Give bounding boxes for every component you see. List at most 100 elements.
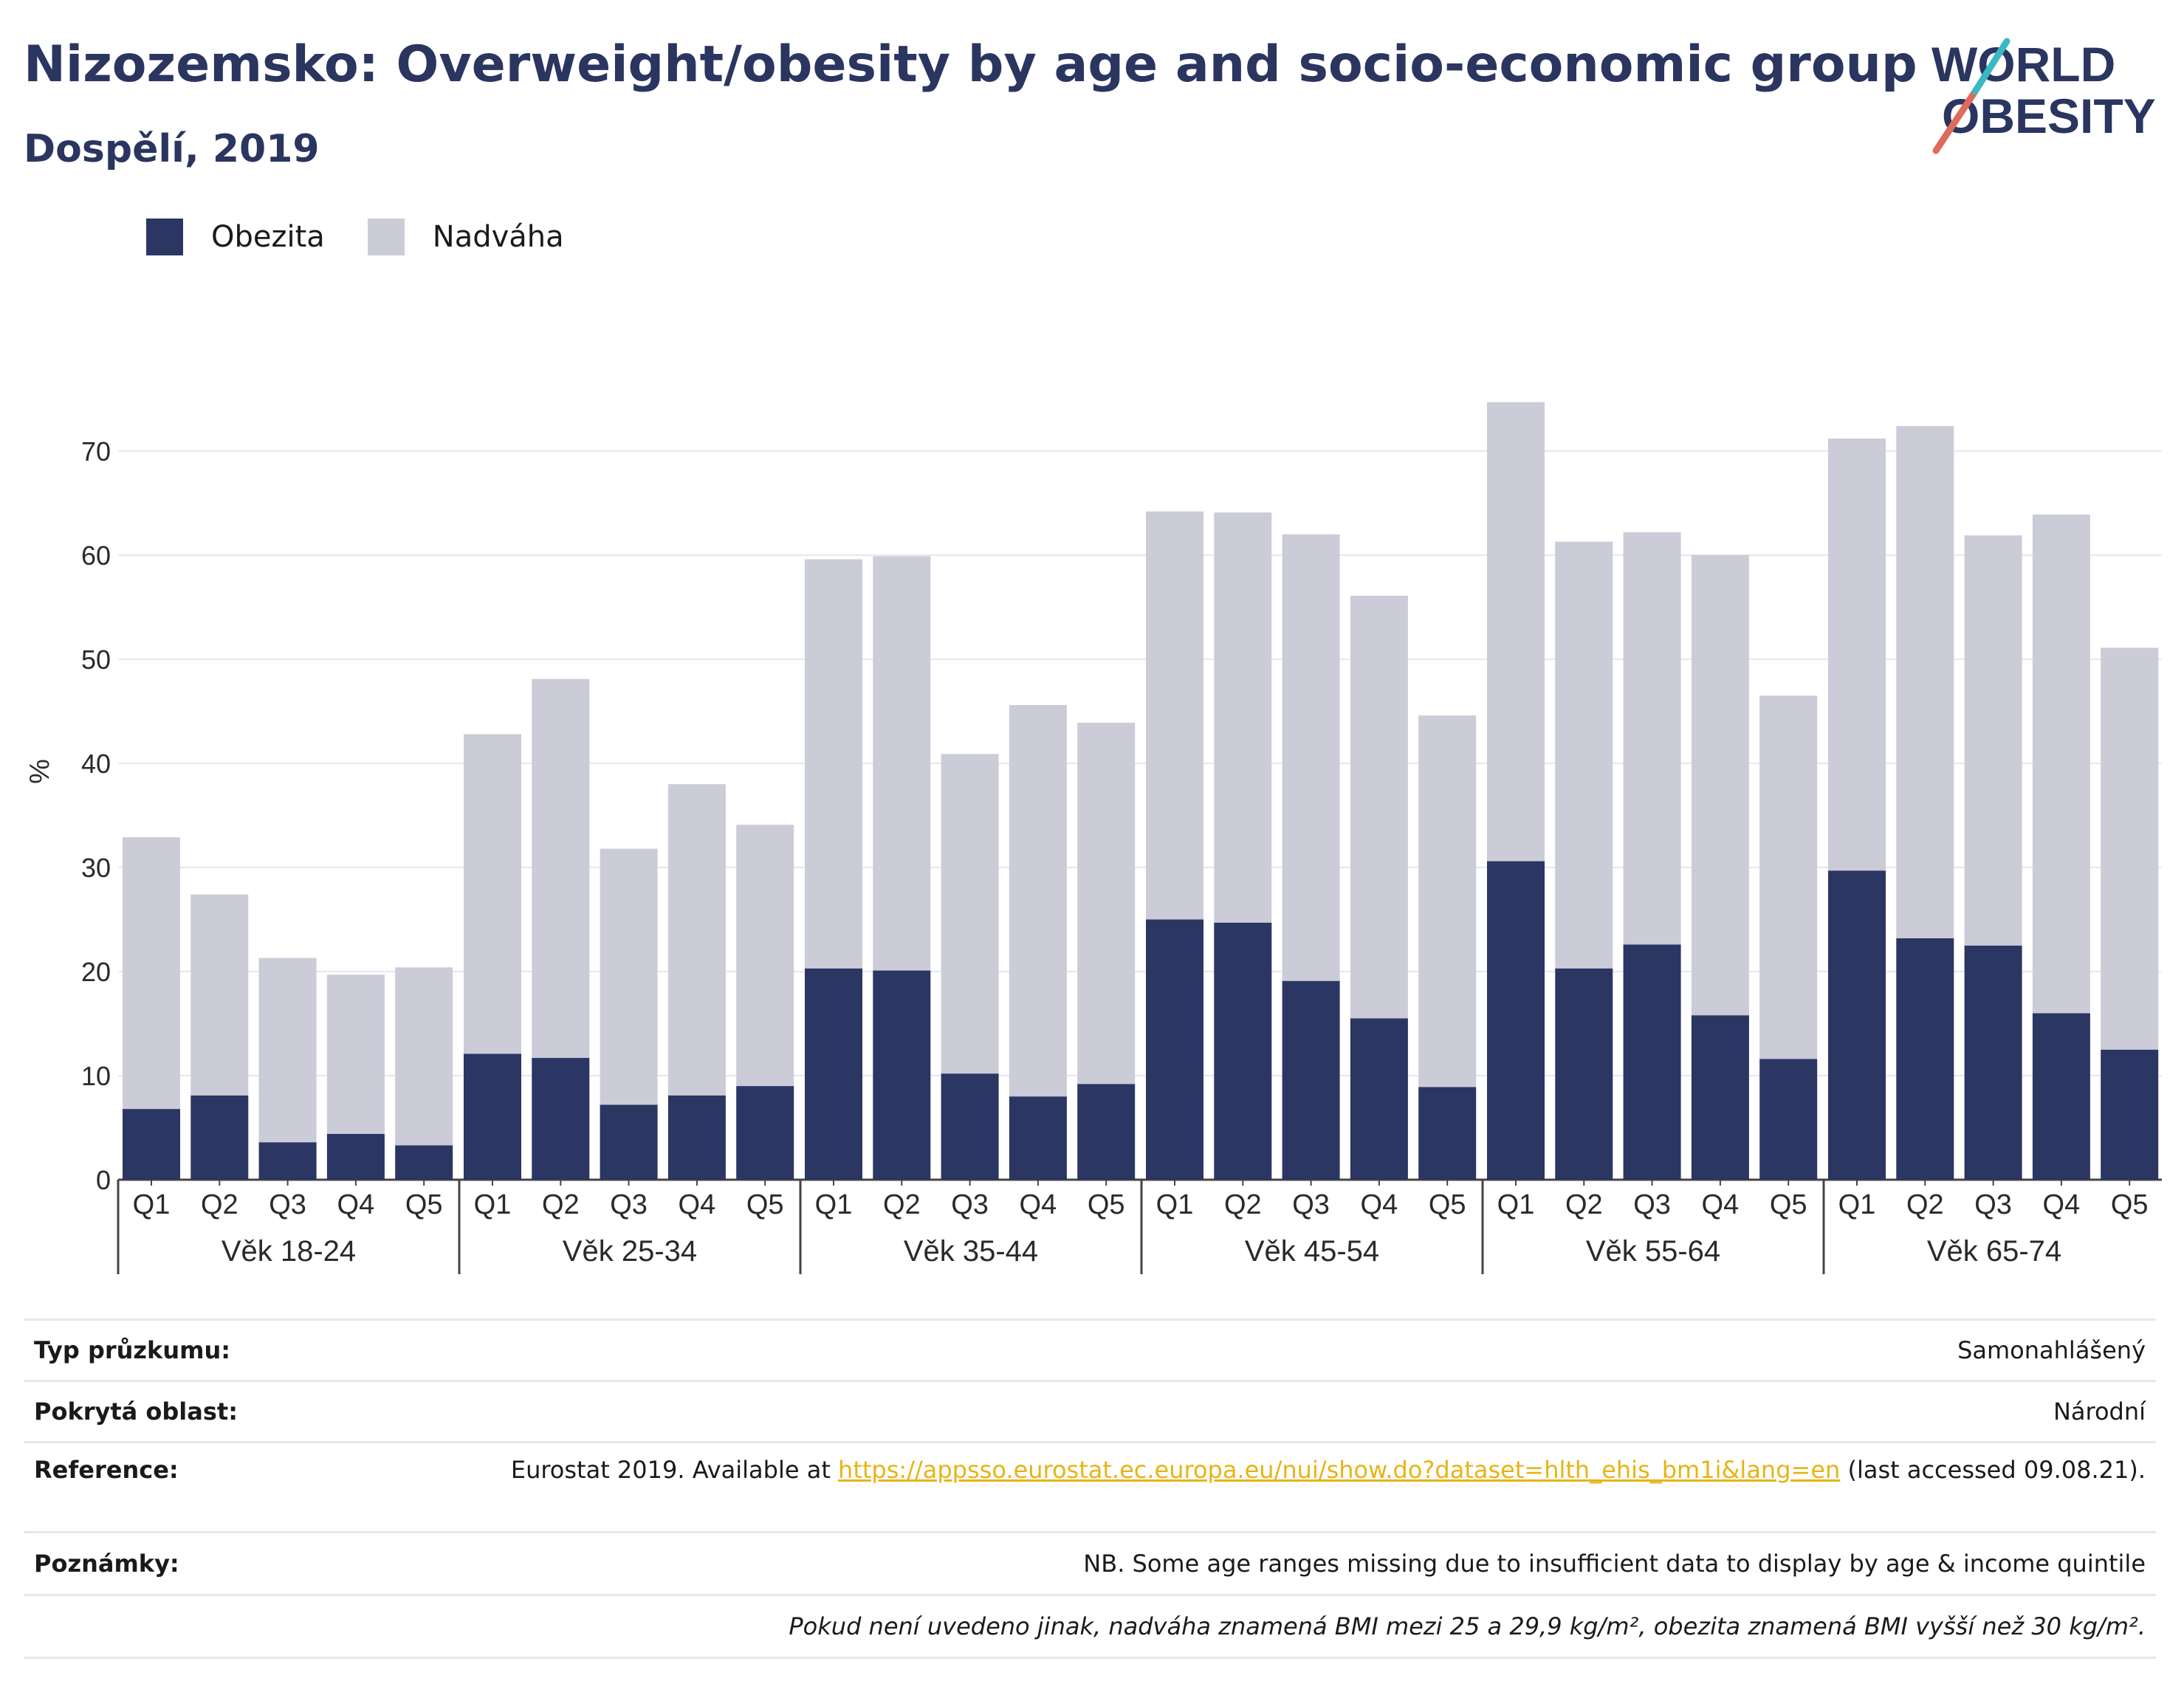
bar-obesity [258, 1142, 317, 1180]
notes-label: Poznámky: [34, 1550, 179, 1578]
x-tick-label: Q1 [1838, 1189, 1876, 1220]
group-label: Věk 65-74 [1927, 1235, 2061, 1268]
reference-link[interactable]: https://appsso.eurostat.ec.europa.eu/nui… [838, 1456, 1841, 1484]
bar-obesity [736, 1086, 794, 1180]
bar-overweight [805, 559, 862, 969]
y-tick-label: 60 [81, 540, 111, 571]
x-tick-label: Q1 [1156, 1189, 1194, 1220]
bar-overweight [190, 894, 249, 1096]
bar-overweight [1077, 723, 1136, 1084]
chart-legend: Obezita Nadváha [146, 219, 607, 255]
bar-obesity [1964, 945, 2022, 1180]
bar-overweight [1828, 439, 1886, 871]
x-tick-label: Q2 [1565, 1189, 1603, 1220]
reference-label: Reference: [34, 1456, 179, 1484]
bar-obesity [600, 1104, 658, 1180]
x-tick-label: Q4 [2043, 1189, 2081, 1220]
bar-overweight [1214, 512, 1272, 923]
x-tick-label: Q2 [1224, 1189, 1262, 1220]
bar-overweight [736, 825, 794, 1087]
stacked-bar-chart: 0 10 20 30 40 50 60 70% Q1 Q2 Q3 Q4 Q5 Věk 18-24 Q1 Q2 Q… [24, 402, 2162, 1274]
logo-line1: WORLD [1931, 37, 2115, 92]
bar-obesity [667, 1095, 726, 1180]
notes-value: NB. Some age ranges missing due to insuf… [1083, 1550, 2146, 1578]
bar-overweight [600, 848, 658, 1105]
survey-type-value: Samonahlášený [1957, 1336, 2146, 1364]
x-tick-label: Q5 [1088, 1189, 1125, 1220]
area-value: Národní [2053, 1397, 2146, 1426]
bar-obesity [1009, 1096, 1067, 1180]
bar-overweight [1759, 695, 1818, 1059]
bar-obesity [190, 1095, 249, 1180]
x-tick-label: Q1 [815, 1189, 853, 1220]
bar-obesity [326, 1133, 385, 1180]
bmi-definition-note: Pokud není uvedeno jinak, nadváha znamen… [789, 1612, 2146, 1640]
y-axis-label: % [24, 759, 55, 784]
bar-overweight [1418, 715, 1477, 1087]
y-tick-label: 70 [81, 436, 111, 467]
y-tick-label: 40 [81, 749, 111, 779]
info-table: Typ průzkumu: Samonahlášený Pokrytá obla… [24, 1318, 2156, 1659]
legend-swatch-obesity [146, 219, 183, 255]
y-tick-label: 50 [81, 644, 111, 675]
x-tick-label: Q3 [610, 1189, 648, 1220]
logo-line2: OBESITY [1942, 89, 2156, 143]
reference-value: Eurostat 2019. Available at https://apps… [511, 1454, 2156, 1486]
x-tick-label: Q5 [1770, 1189, 1807, 1220]
x-tick-label: Q4 [1702, 1189, 1740, 1220]
x-tick-label: Q3 [1974, 1189, 2012, 1220]
x-tick-label: Q1 [1497, 1189, 1535, 1220]
bar-overweight [873, 556, 931, 971]
bar-obesity [1350, 1018, 1408, 1180]
bar-obesity [941, 1073, 999, 1180]
bar-overweight [1555, 541, 1613, 969]
x-tick-label: Q5 [746, 1189, 784, 1220]
bar-overweight [1691, 555, 1749, 1016]
info-row-reference: Reference: Eurostat 2019. Available at h… [24, 1441, 2156, 1531]
bar-obesity [1896, 938, 1954, 1180]
bar-obesity [1282, 980, 1340, 1180]
bar-overweight [1282, 534, 1340, 981]
x-tick-label: Q5 [2111, 1189, 2149, 1220]
legend-label-obesity: Obezita [211, 220, 325, 254]
bar-obesity [532, 1058, 590, 1180]
chart-subtitle: Dospělí, 2019 [24, 127, 320, 171]
info-row-survey: Typ průzkumu: Samonahlášený [24, 1318, 2156, 1380]
bar-obesity [1487, 861, 1545, 1180]
x-tick-label: Q3 [1292, 1189, 1330, 1220]
bar-overweight [123, 837, 180, 1110]
bar-obesity [1077, 1084, 1136, 1180]
x-tick-label: Q2 [1906, 1189, 1944, 1220]
bar-obesity [123, 1109, 180, 1180]
x-tick-label: Q5 [1429, 1189, 1466, 1220]
bar-overweight [464, 734, 521, 1054]
bar-overweight [667, 784, 726, 1096]
bar-obesity [1623, 944, 1681, 1180]
reference-suffix: (last accessed 09.08.21). [1840, 1456, 2146, 1484]
world-obesity-logo: WORLD OBESITY [1931, 37, 2156, 154]
bar-obesity [1759, 1059, 1818, 1180]
bar-overweight [1009, 705, 1067, 1097]
legend-item-overweight: Nadváha [367, 219, 564, 255]
x-tick-label: Q2 [883, 1189, 921, 1220]
bar-obesity [1418, 1087, 1477, 1180]
x-tick-label: Q4 [337, 1189, 375, 1220]
bar-obesity [873, 970, 931, 1180]
group-label: Věk 18-24 [222, 1235, 356, 1268]
x-tick-label: Q3 [1633, 1189, 1671, 1220]
bar-obesity [2101, 1049, 2159, 1180]
bar-obesity [1828, 870, 1886, 1180]
bar-overweight [1350, 595, 1408, 1019]
bar-obesity [2032, 1013, 2090, 1180]
bar-overweight [532, 678, 590, 1059]
group-label: Věk 45-54 [1245, 1235, 1379, 1268]
legend-item-obesity: Obezita [146, 219, 325, 255]
area-label: Pokrytá oblast: [34, 1397, 238, 1426]
info-row-area: Pokrytá oblast: Národní [24, 1380, 2156, 1441]
legend-label-overweight: Nadváha [432, 220, 564, 254]
info-row-definition: Pokud není uvedeno jinak, nadváha znamen… [24, 1594, 2156, 1659]
x-tick-label: Q3 [269, 1189, 306, 1220]
info-row-notes: Poznámky: NB. Some age ranges missing du… [24, 1531, 2156, 1594]
bar-overweight [258, 957, 317, 1143]
group-label: Věk 35-44 [904, 1235, 1038, 1268]
